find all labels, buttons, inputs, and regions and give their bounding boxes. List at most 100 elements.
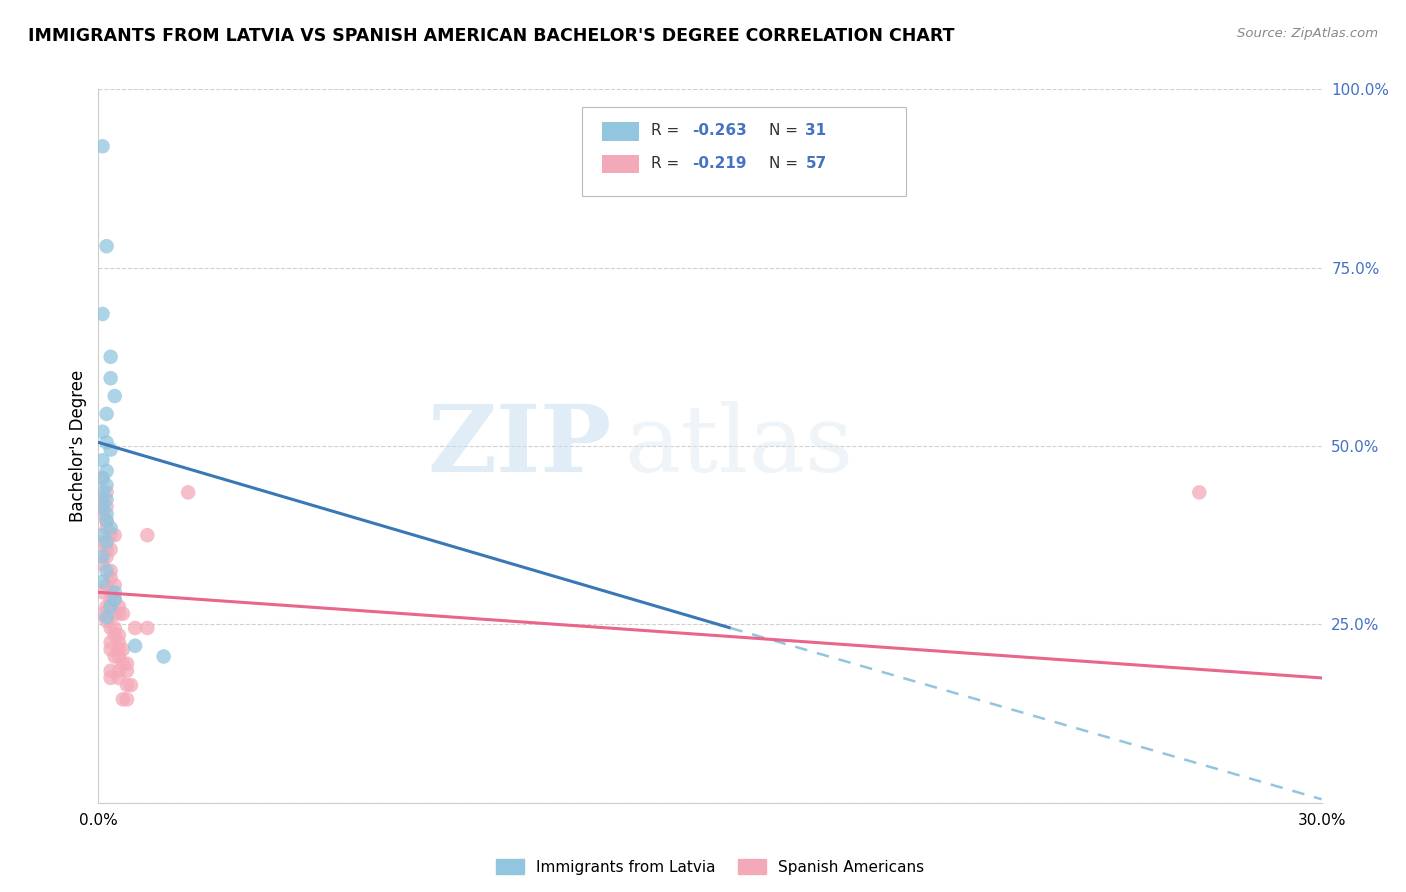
- Text: -0.219: -0.219: [692, 156, 747, 171]
- Legend: Immigrants from Latvia, Spanish Americans: Immigrants from Latvia, Spanish American…: [489, 853, 931, 880]
- Point: [96, 239, 118, 253]
- Point: [100, 585, 122, 599]
- Point: [91, 607, 114, 621]
- Point: [104, 628, 127, 642]
- Text: R =: R =: [651, 123, 685, 138]
- Point: [96, 521, 118, 535]
- Text: 31: 31: [806, 123, 827, 138]
- Point: [91, 574, 114, 589]
- Point: [91, 485, 114, 500]
- Point: [96, 514, 118, 528]
- FancyBboxPatch shape: [602, 155, 640, 173]
- Point: [91, 471, 114, 485]
- Point: [96, 478, 118, 492]
- Point: [1188, 485, 1211, 500]
- Point: [120, 678, 142, 692]
- Point: [136, 621, 159, 635]
- Point: [96, 610, 118, 624]
- Point: [115, 664, 138, 678]
- Point: [96, 535, 118, 549]
- Point: [177, 485, 200, 500]
- Point: [115, 692, 138, 706]
- Point: [91, 307, 114, 321]
- Point: [104, 578, 127, 592]
- Point: [100, 571, 122, 585]
- Point: [100, 564, 122, 578]
- Point: [100, 621, 122, 635]
- Point: [108, 664, 131, 678]
- Point: [111, 657, 134, 671]
- Text: R =: R =: [651, 156, 685, 171]
- Point: [91, 535, 114, 549]
- Point: [91, 500, 114, 514]
- Point: [96, 464, 118, 478]
- Point: [111, 642, 134, 657]
- Point: [115, 657, 138, 671]
- Point: [96, 549, 118, 564]
- Text: ZIP: ZIP: [427, 401, 612, 491]
- Point: [100, 664, 122, 678]
- Point: [96, 514, 118, 528]
- Point: [96, 564, 118, 578]
- FancyBboxPatch shape: [602, 122, 640, 141]
- Point: [108, 649, 131, 664]
- Point: [108, 635, 131, 649]
- Text: 57: 57: [806, 156, 827, 171]
- Point: [100, 599, 122, 614]
- Point: [100, 350, 122, 364]
- Text: Source: ZipAtlas.com: Source: ZipAtlas.com: [1237, 27, 1378, 40]
- Point: [108, 628, 131, 642]
- Point: [152, 649, 174, 664]
- Point: [104, 621, 127, 635]
- Point: [96, 578, 118, 592]
- Point: [91, 139, 114, 153]
- Point: [115, 678, 138, 692]
- Text: IMMIGRANTS FROM LATVIA VS SPANISH AMERICAN BACHELOR'S DEGREE CORRELATION CHART: IMMIGRANTS FROM LATVIA VS SPANISH AMERIC…: [28, 27, 955, 45]
- Point: [96, 507, 118, 521]
- Point: [91, 425, 114, 439]
- Point: [108, 607, 131, 621]
- Point: [91, 507, 114, 521]
- Point: [124, 639, 146, 653]
- Point: [100, 542, 122, 557]
- Point: [104, 649, 127, 664]
- Point: [91, 585, 114, 599]
- Point: [104, 528, 127, 542]
- Point: [100, 442, 122, 457]
- Point: [91, 557, 114, 571]
- Point: [91, 471, 114, 485]
- Point: [100, 521, 122, 535]
- Point: [96, 435, 118, 450]
- Point: [108, 642, 131, 657]
- Point: [100, 371, 122, 385]
- Point: [104, 585, 127, 599]
- Point: [96, 614, 118, 628]
- Point: [111, 692, 134, 706]
- Point: [136, 528, 159, 542]
- Point: [104, 592, 127, 607]
- Point: [104, 389, 127, 403]
- Point: [100, 599, 122, 614]
- Point: [96, 542, 118, 557]
- Point: [108, 671, 131, 685]
- Point: [104, 607, 127, 621]
- Point: [91, 453, 114, 467]
- Point: [100, 671, 122, 685]
- Point: [100, 635, 122, 649]
- Point: [100, 528, 122, 542]
- Point: [104, 592, 127, 607]
- Text: atlas: atlas: [624, 401, 853, 491]
- Point: [96, 500, 118, 514]
- Point: [111, 607, 134, 621]
- Point: [100, 592, 122, 607]
- Text: N =: N =: [769, 123, 803, 138]
- Point: [91, 492, 114, 507]
- Y-axis label: Bachelor's Degree: Bachelor's Degree: [69, 370, 87, 522]
- Text: -0.263: -0.263: [692, 123, 747, 138]
- Point: [124, 621, 146, 635]
- Point: [96, 407, 118, 421]
- Point: [91, 528, 114, 542]
- Point: [96, 492, 118, 507]
- Point: [96, 485, 118, 500]
- Point: [100, 642, 122, 657]
